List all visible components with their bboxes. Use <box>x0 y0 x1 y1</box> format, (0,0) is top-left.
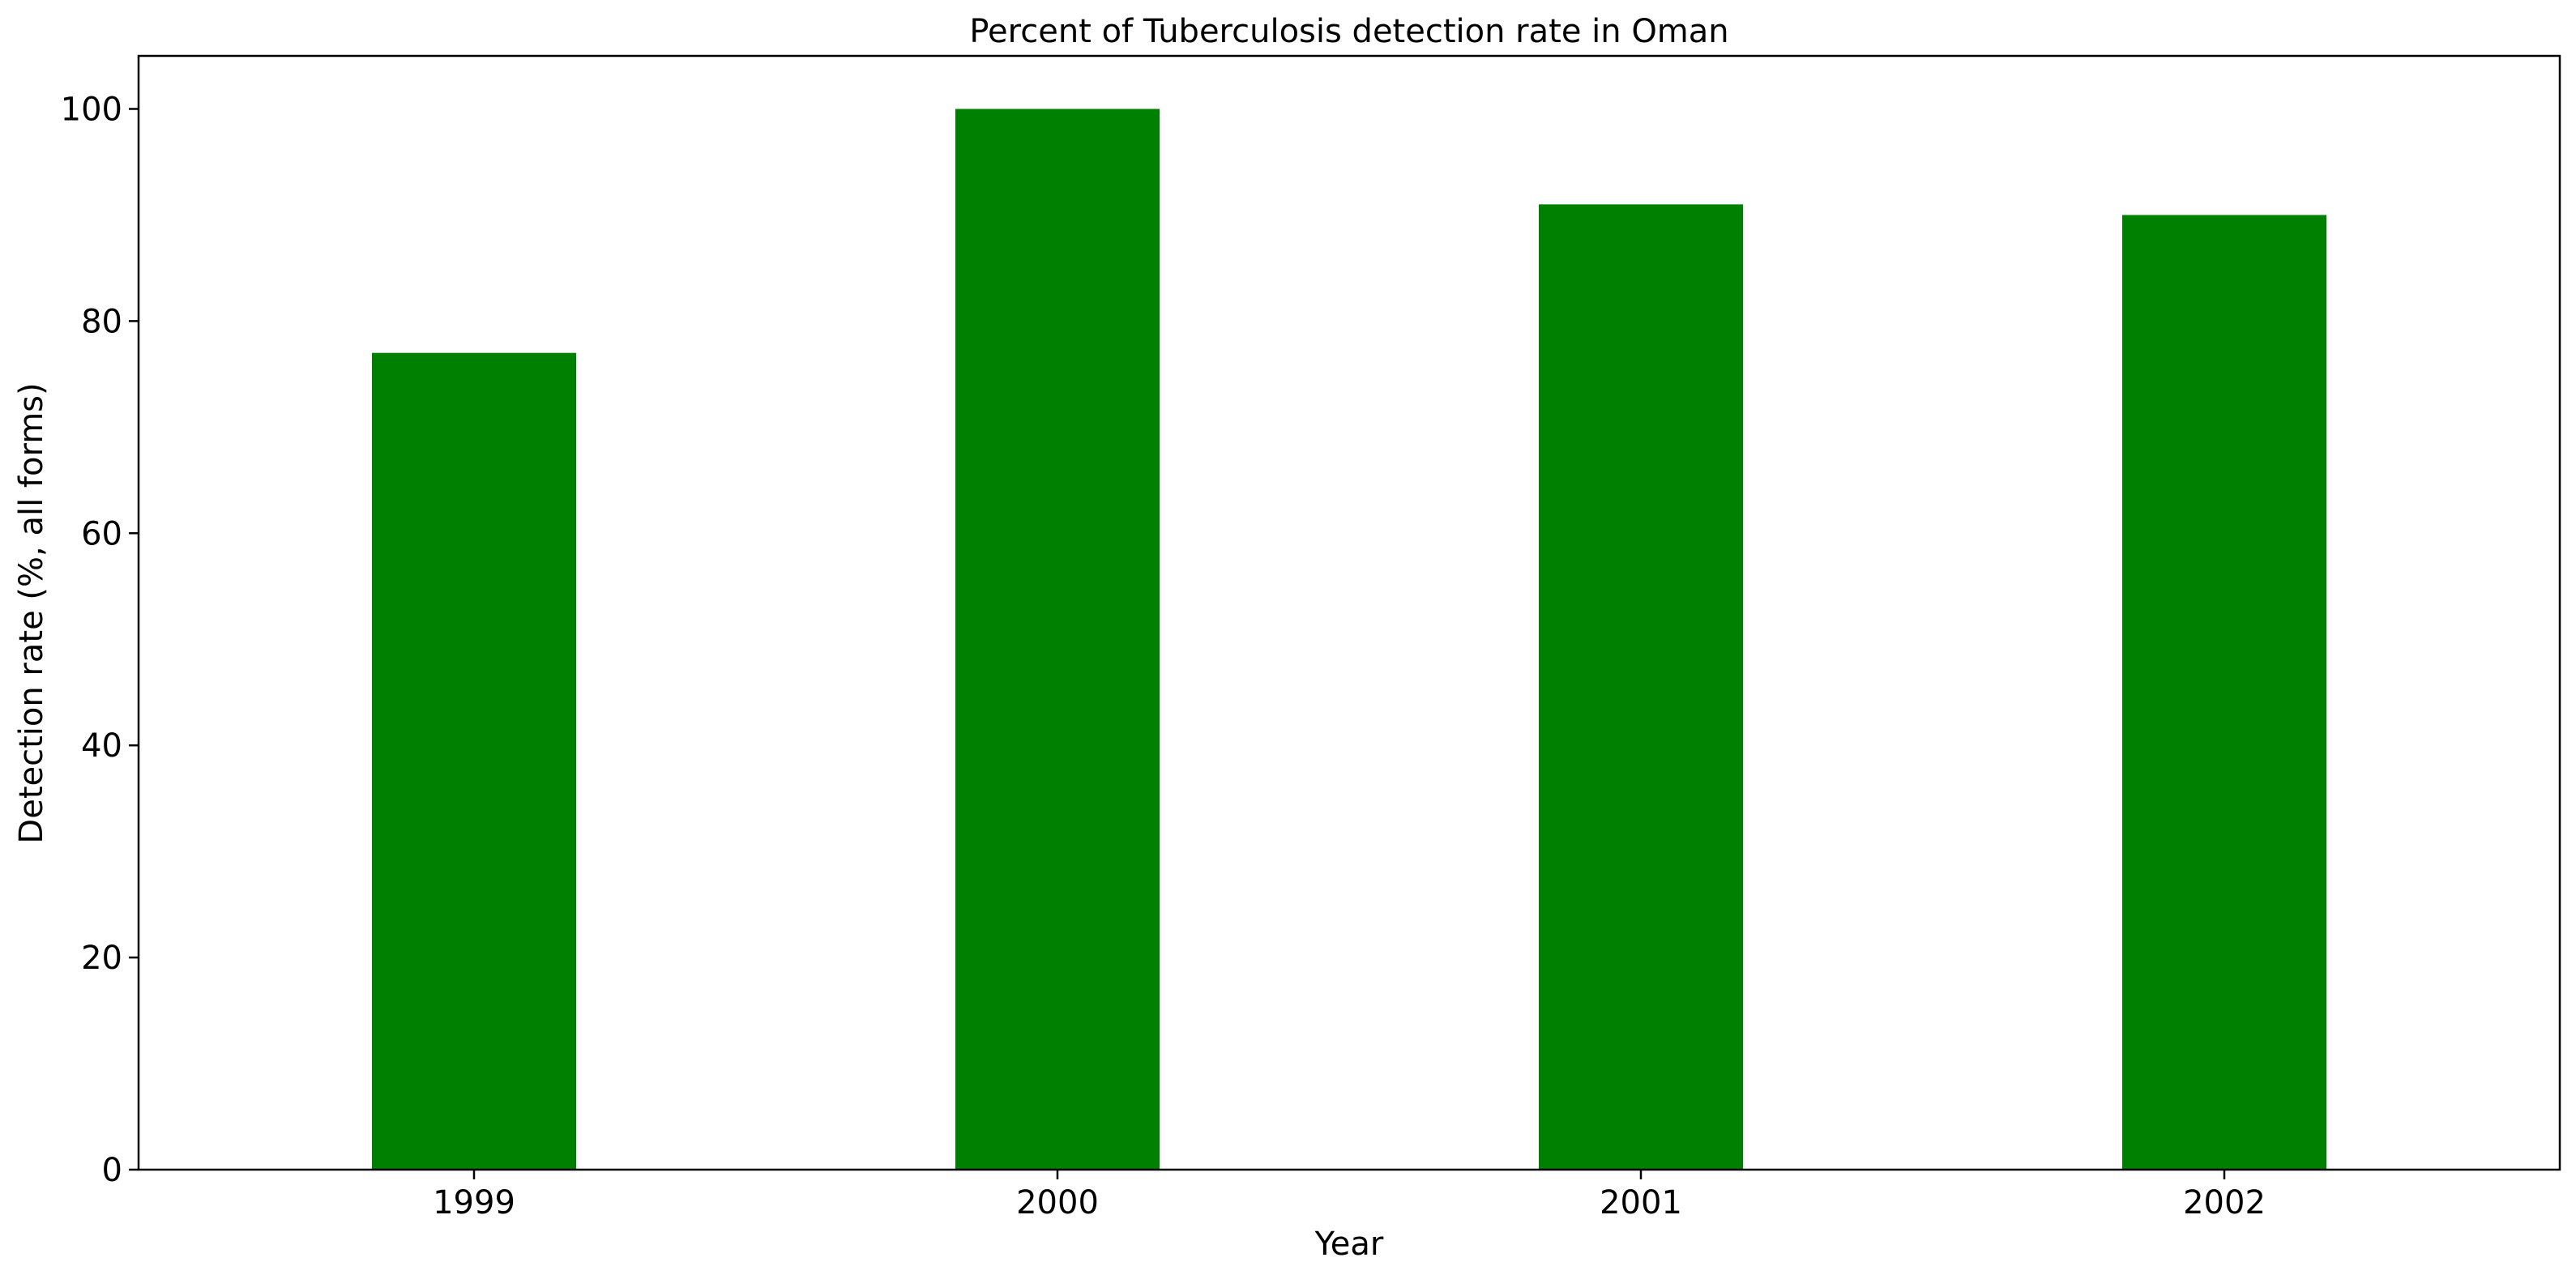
bars-group <box>372 109 2326 1170</box>
plot-frame <box>137 54 2561 1171</box>
y-tick-label: 20 <box>81 940 122 977</box>
y-axis-label: Detection rate (%, all forms) <box>13 382 50 843</box>
x-tick-label: 2001 <box>1600 1184 1682 1221</box>
x-tick-label: 2002 <box>2183 1184 2266 1221</box>
chart-title: Percent of Tuberculosis detection rate i… <box>969 13 1728 50</box>
x-tick-label: 1999 <box>433 1184 515 1221</box>
y-tick-label: 100 <box>61 91 122 128</box>
bar-2001 <box>1539 204 1743 1170</box>
bar-2000 <box>955 109 1160 1170</box>
y-tick-label: 0 <box>102 1152 122 1189</box>
x-axis-label: Year <box>1314 1226 1384 1263</box>
x-tick-label: 2000 <box>1016 1184 1099 1221</box>
y-tick-label: 80 <box>81 303 122 340</box>
x-axis: 1999 2000 2001 2002 <box>433 1170 2266 1221</box>
y-axis: 0 20 40 60 80 100 <box>61 91 139 1189</box>
bar-2002 <box>2122 215 2326 1170</box>
y-tick-label: 60 <box>81 515 122 552</box>
y-tick-label: 40 <box>81 727 122 765</box>
bar-1999 <box>372 352 576 1170</box>
